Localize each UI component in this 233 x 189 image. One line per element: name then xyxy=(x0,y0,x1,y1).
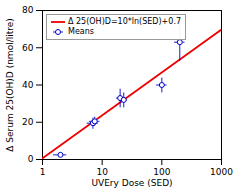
svg-text:80: 80 xyxy=(22,5,34,15)
svg-text:20: 20 xyxy=(22,117,34,127)
svg-text:10: 10 xyxy=(96,167,108,177)
svg-text:100: 100 xyxy=(153,167,170,177)
svg-text:1: 1 xyxy=(40,167,46,177)
svg-text:Δ Serum 25(OH)D (nmol/litre): Δ Serum 25(OH)D (nmol/litre) xyxy=(5,18,15,152)
html-text:Means: Means xyxy=(68,27,94,36)
svg-text:1000: 1000 xyxy=(210,167,233,177)
svg-text:UVEry Dose (SED): UVEry Dose (SED) xyxy=(91,178,172,188)
svg-text:60: 60 xyxy=(22,43,34,53)
html-text:Δ 25(OH)D=10*ln(SED)+0.7: Δ 25(OH)D=10*ln(SED)+0.7 xyxy=(68,17,181,26)
svg-text:40: 40 xyxy=(22,80,34,90)
svg-text:0: 0 xyxy=(28,154,34,164)
